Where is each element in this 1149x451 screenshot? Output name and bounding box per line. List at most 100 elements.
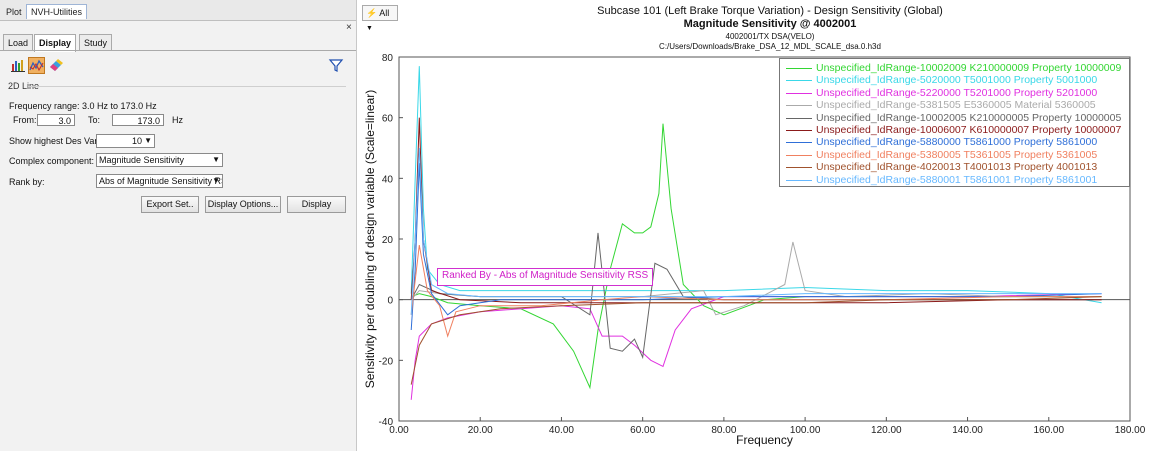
rank-by-label: Rank by:	[9, 177, 45, 187]
complex-component-select[interactable]: Magnitude Sensitivity ▼	[96, 153, 223, 167]
x-tick-label: 60.00	[630, 425, 655, 436]
series-line	[411, 123, 1102, 390]
tab-study[interactable]: Study	[79, 34, 113, 51]
from-field[interactable]: 3.0	[37, 114, 75, 126]
section-2d-line-title: 2D Line	[8, 81, 40, 91]
chart-response-label: 4002001/TX DSA(VELO)	[725, 32, 815, 41]
y-tick-label: 0	[387, 296, 393, 307]
legend-item[interactable]: Unspecified_IdRange-5880001 T5861001 Pro…	[782, 174, 1128, 186]
x-tick-label: 80.00	[711, 425, 736, 436]
to-field[interactable]: 173.0	[112, 114, 164, 126]
legend-item[interactable]: Unspecified_IdRange-4020013 T4001013 Pro…	[782, 161, 1128, 173]
show-highest-select[interactable]: 10 ▼	[96, 134, 155, 148]
series-line	[410, 117, 1102, 304]
chart-file-path: C:/Users/Downloads/Brake_DSA_12_MDL_SCAL…	[659, 42, 881, 51]
top-tab-bar: Plot NVH-Utilities	[0, 0, 356, 21]
tab-nvh-utilities[interactable]: NVH-Utilities	[26, 4, 88, 19]
section-divider	[28, 86, 346, 87]
series-line	[410, 245, 1102, 338]
legend-line-swatch	[786, 105, 812, 107]
lightning-icon: ⚡	[366, 8, 378, 18]
x-tick-label: 120.00	[871, 425, 902, 436]
legend-label: Unspecified_IdRange-10002005 K210000005 …	[816, 111, 1122, 124]
chart-legend: Unspecified_IdRange-10002009 K210000009 …	[779, 58, 1130, 187]
legend-label: Unspecified_IdRange-5380005 T5361005 Pro…	[816, 148, 1098, 161]
legend-line-swatch	[786, 117, 812, 119]
legend-item[interactable]: Unspecified_IdRange-5020000 T5001000 Pro…	[782, 74, 1128, 86]
legend-label: Unspecified_IdRange-5220000 T5201000 Pro…	[816, 86, 1098, 99]
y-tick-label: 80	[382, 53, 394, 64]
tab-plot[interactable]: Plot	[6, 7, 22, 17]
export-set-button[interactable]: Export Set..	[141, 196, 199, 213]
legend-item[interactable]: Unspecified_IdRange-10002005 K210000005 …	[782, 112, 1128, 124]
legend-item[interactable]: Unspecified_IdRange-10006007 K610000007 …	[782, 124, 1128, 136]
rank-by-select[interactable]: Abs of Magnitude Sensitivity RS ▼	[96, 174, 223, 188]
x-tick-label: 40.00	[549, 425, 574, 436]
frequency-range-label: Frequency range: 3.0 Hz to 173.0 Hz	[9, 101, 157, 111]
x-tick-label: 180.00	[1115, 425, 1146, 436]
series-line	[410, 163, 1102, 331]
x-axis-label: Frequency	[736, 433, 793, 447]
tab-display[interactable]: Display	[34, 34, 77, 52]
legend-label: Unspecified_IdRange-5880001 T5861001 Pro…	[816, 173, 1098, 186]
show-highest-value: 10	[131, 136, 142, 146]
legend-line-swatch	[786, 68, 812, 69]
legend-line-swatch	[786, 167, 812, 169]
series-line	[410, 296, 1102, 385]
legend-label: Unspecified_IdRange-4020013 T4001013 Pro…	[816, 161, 1098, 174]
legend-line-swatch	[786, 130, 812, 131]
legend-label: Unspecified_IdRange-10006007 K610000007 …	[816, 124, 1122, 136]
close-icon[interactable]: ×	[346, 22, 352, 33]
legend-label: Unspecified_IdRange-10002009 K210000009 …	[816, 62, 1122, 74]
x-tick-label: 100.00	[790, 425, 821, 436]
x-tick-label: 20.00	[468, 425, 493, 436]
legend-item[interactable]: Unspecified_IdRange-5380005 T5361005 Pro…	[782, 149, 1128, 161]
legend-item[interactable]: Unspecified_IdRange-5220000 T5201000 Pro…	[782, 87, 1128, 99]
ranked-by-annotation: Ranked By - Abs of Magnitude Sensitivity…	[437, 268, 654, 286]
legend-item[interactable]: Unspecified_IdRange-5880000 T5861000 Pro…	[782, 136, 1128, 148]
complex-component-value: Magnitude Sensitivity	[99, 155, 185, 165]
legend-line-swatch	[786, 142, 812, 144]
y-axis-label: Sensitivity per doubling of design varia…	[363, 90, 377, 389]
chevron-down-icon: ▼	[144, 136, 152, 145]
line-chart-icon[interactable]	[28, 57, 45, 74]
x-tick-label: 0.00	[389, 425, 409, 436]
filter-icon[interactable]	[328, 57, 344, 73]
rank-by-value: Abs of Magnitude Sensitivity RS	[99, 176, 223, 186]
chevron-down-icon: ▼	[212, 155, 220, 164]
chevron-down-icon: ▼	[366, 25, 373, 32]
y-tick-label: 40	[382, 174, 394, 185]
legend-line-swatch	[786, 92, 812, 94]
legend-line-swatch	[786, 154, 812, 156]
utilities-panel: Plot NVH-Utilities × Load Display Study …	[0, 0, 357, 451]
legend-item[interactable]: Unspecified_IdRange-5381505 E5360005 Mat…	[782, 99, 1128, 111]
show-highest-label: Show highest Des Var:	[9, 136, 100, 146]
legend-line-swatch	[786, 179, 812, 181]
tab-divider	[0, 50, 356, 51]
legend-label: Unspecified_IdRange-5880000 T5861000 Pro…	[816, 136, 1098, 149]
complex-component-label: Complex component:	[9, 156, 95, 166]
legend-label: Unspecified_IdRange-5020000 T5001000 Pro…	[816, 74, 1098, 87]
from-label: From:	[13, 115, 37, 125]
series-line	[410, 66, 1102, 304]
chart-subtitle: Magnitude Sensitivity @ 4002001	[683, 18, 857, 30]
x-tick-label: 160.00	[1033, 425, 1064, 436]
display-button[interactable]: Display	[287, 196, 346, 213]
legend-item[interactable]: Unspecified_IdRange-10002009 K210000009 …	[782, 62, 1128, 74]
hz-unit-label: Hz	[172, 115, 183, 125]
display-toolbar	[8, 57, 348, 75]
x-tick-label: 140.00	[952, 425, 983, 436]
eraser-icon[interactable]	[48, 57, 64, 73]
y-tick-label: 60	[382, 114, 394, 125]
y-tick-label: -20	[379, 356, 394, 367]
bar-chart-icon[interactable]	[10, 57, 26, 73]
all-filter-dropdown[interactable]: ⚡ All ▼	[362, 5, 398, 32]
y-tick-label: -40	[379, 417, 394, 428]
to-label: To:	[88, 115, 101, 125]
y-tick-label: 20	[382, 235, 394, 246]
legend-label: Unspecified_IdRange-5381505 E5360005 Mat…	[816, 99, 1096, 112]
series-line	[410, 147, 1102, 315]
chevron-down-icon: ▼	[212, 176, 220, 185]
tab-load[interactable]: Load	[3, 34, 34, 51]
display-options-button[interactable]: Display Options...	[205, 196, 281, 213]
